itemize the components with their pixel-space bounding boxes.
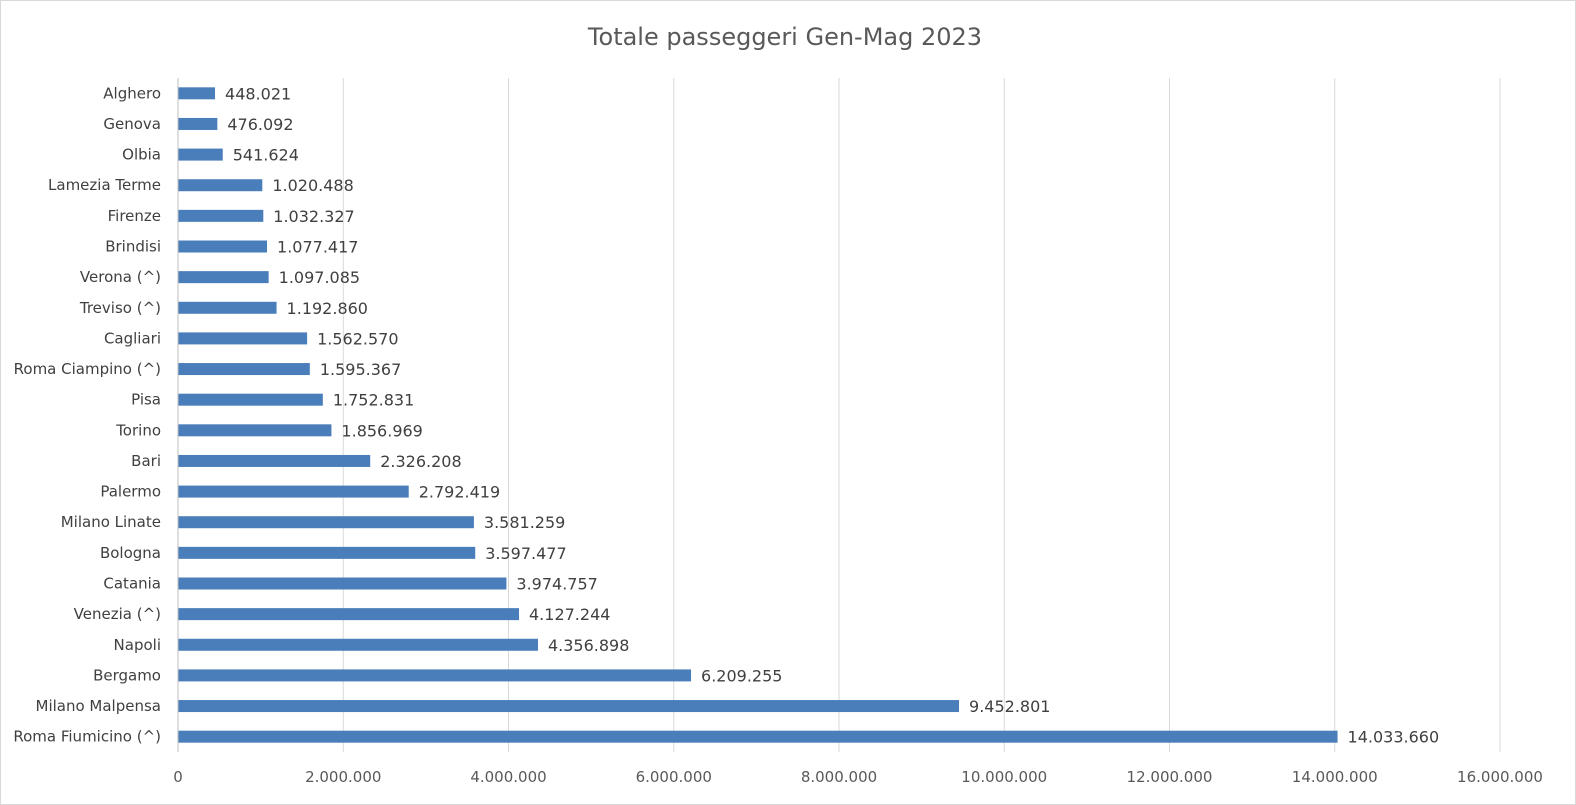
data-label: 476.092	[227, 115, 293, 134]
data-labels: 448.021 476.092 541.624 1.020.488 1.032.327 1…	[225, 84, 1439, 746]
category-label: Olbia	[122, 146, 161, 164]
data-label: 3.597.477	[485, 544, 566, 563]
bar	[178, 393, 323, 406]
bar	[178, 148, 223, 161]
bar	[178, 179, 263, 192]
data-label: 3.974.757	[516, 575, 597, 594]
bar	[178, 608, 520, 621]
category-label: Treviso (^)	[79, 299, 161, 317]
data-label: 9.452.801	[969, 697, 1050, 716]
data-label: 3.581.259	[484, 513, 565, 532]
category-label: Palermo	[100, 483, 161, 501]
bar	[178, 730, 1338, 743]
x-tick-label: 4.000.000	[470, 768, 546, 786]
bar	[178, 669, 692, 682]
x-tick-label: 10.000.000	[961, 768, 1047, 786]
data-label: 1.562.570	[317, 329, 398, 348]
x-tick-label: 8.000.000	[801, 768, 877, 786]
x-tick-label: 6.000.000	[636, 768, 712, 786]
chart-title: Totale passeggeri Gen-Mag 2023	[587, 23, 982, 51]
bar	[178, 424, 332, 437]
category-labels: Alghero Genova Olbia Lamezia Terme Firenze Br…	[13, 84, 161, 745]
category-label: Brindisi	[105, 238, 161, 256]
bar	[178, 485, 409, 498]
category-label: Genova	[103, 115, 161, 133]
bar	[178, 301, 277, 314]
category-label: Bologna	[100, 544, 161, 562]
x-tick-label: 0	[173, 768, 183, 786]
data-label: 2.326.208	[380, 452, 461, 471]
category-label: Bergamo	[93, 666, 161, 684]
category-label: Milano Malpensa	[36, 697, 162, 715]
category-label: Catania	[103, 575, 161, 593]
category-label: Torino	[115, 421, 161, 439]
grid-lines	[342, 78, 1501, 752]
data-label: 1.752.831	[333, 391, 414, 410]
bar	[178, 454, 371, 467]
bar	[178, 240, 268, 253]
data-label: 1.077.417	[277, 238, 358, 257]
category-label: Bari	[131, 452, 161, 470]
category-label: Firenze	[108, 207, 161, 225]
data-label: 448.021	[225, 84, 291, 103]
bar	[178, 87, 216, 100]
x-tick-label: 12.000.000	[1127, 768, 1213, 786]
bar	[178, 209, 264, 222]
bars	[178, 87, 1338, 743]
bar	[178, 700, 960, 713]
x-tick-label: 14.000.000	[1292, 768, 1378, 786]
x-tick-label: 16.000.000	[1457, 768, 1543, 786]
category-label: Cagliari	[104, 329, 161, 347]
category-label: Alghero	[103, 84, 161, 102]
data-label: 2.792.419	[419, 483, 500, 502]
x-axis-ticks: 0 2.000.000 4.000.000 6.000.000 8.000.000 10.…	[173, 768, 1543, 786]
data-label: 1.097.085	[279, 268, 360, 287]
data-label: 6.209.255	[701, 666, 782, 685]
data-label: 4.127.244	[529, 605, 610, 624]
bar	[178, 546, 476, 559]
category-label: Roma Ciampino (^)	[14, 360, 161, 378]
bar	[178, 117, 218, 130]
bar	[178, 577, 507, 590]
category-label: Venezia (^)	[74, 605, 161, 623]
data-label: 1.032.327	[273, 207, 354, 226]
category-label: Verona (^)	[80, 268, 161, 286]
data-label: 1.192.860	[287, 299, 368, 318]
data-label: 1.856.969	[341, 421, 422, 440]
bar	[178, 516, 474, 529]
bar	[178, 638, 538, 651]
category-label: Roma Fiumicino (^)	[13, 728, 161, 746]
category-label: Napoli	[114, 636, 161, 654]
category-label: Milano Linate	[61, 513, 161, 531]
x-tick-label: 2.000.000	[305, 768, 381, 786]
category-label: Pisa	[131, 391, 161, 409]
data-label: 1.020.488	[272, 176, 353, 195]
category-label: Lamezia Terme	[48, 176, 161, 194]
data-label: 1.595.367	[320, 360, 401, 379]
bar	[178, 363, 310, 376]
bar	[178, 271, 269, 284]
bar	[178, 332, 308, 345]
data-label: 4.356.898	[548, 636, 629, 655]
data-label: 14.033.660	[1348, 728, 1440, 747]
data-label: 541.624	[233, 146, 299, 165]
